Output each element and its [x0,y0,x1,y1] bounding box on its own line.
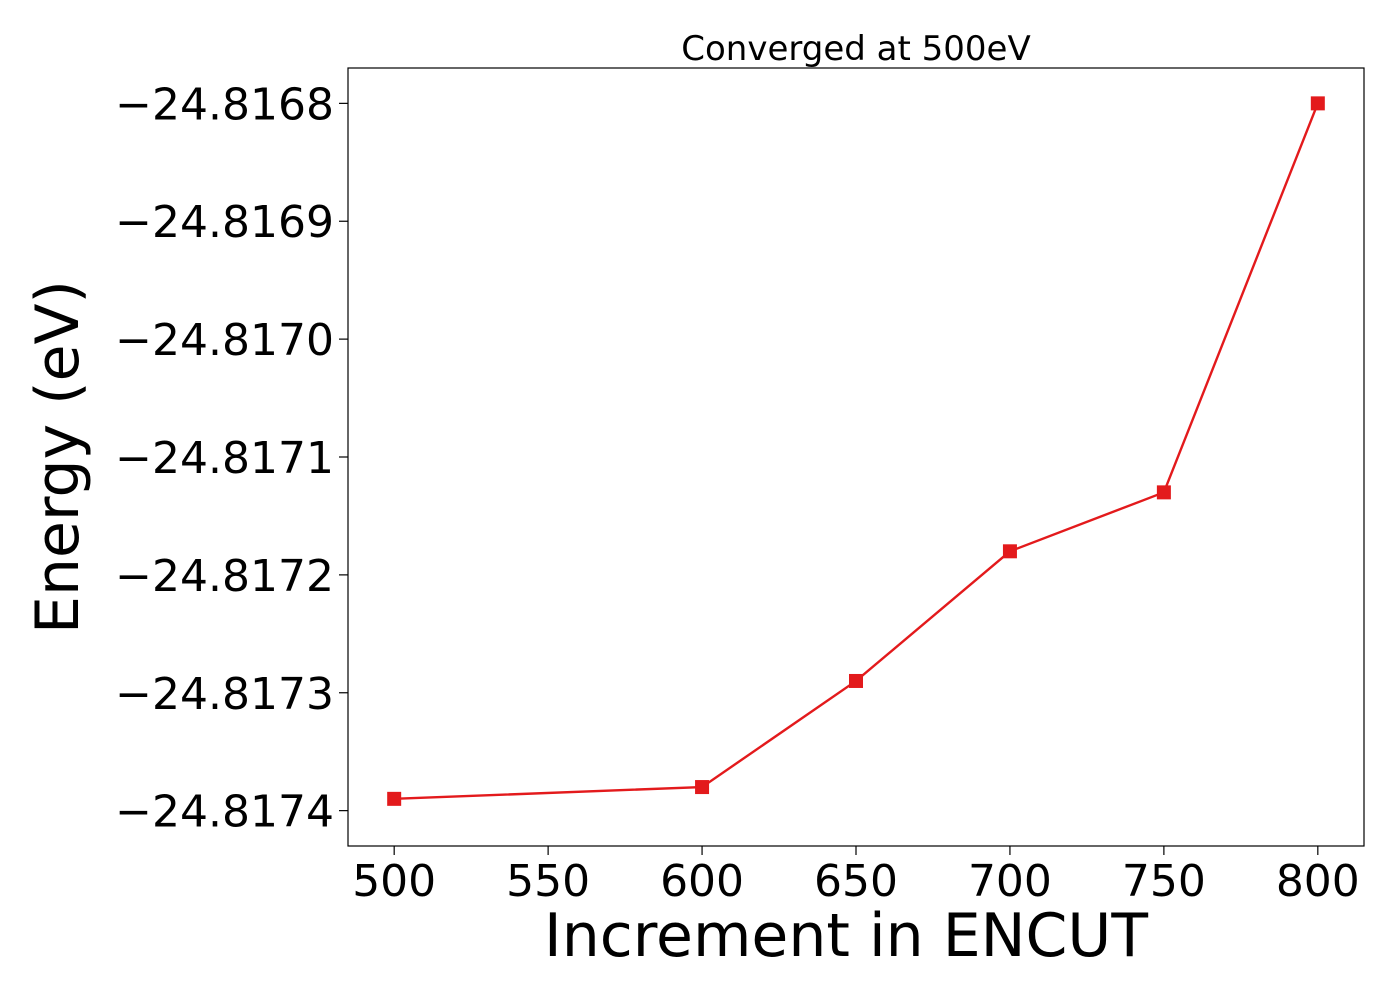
chart-title: Converged at 500eV [681,29,1030,69]
series-line [394,102,1319,801]
x-tick-label: 500 [352,856,436,907]
data-point-marker [387,791,402,806]
plot-layer [387,96,1325,806]
y-tick-label: −24.8171 [115,433,334,484]
x-tick-label: 700 [968,856,1052,907]
y-tick-label: −24.8170 [115,315,334,366]
y-tick-label: −24.8168 [115,79,334,130]
data-point-marker [1002,544,1017,559]
x-axis-label: Increment in ENCUT [544,901,1148,971]
y-tick-label: −24.8174 [115,787,334,838]
x-tick-label: 600 [660,856,744,907]
y-axis-label: Energy (eV) [23,280,93,634]
y-axis-ticks: −24.8168 −24.8169 −24.8170 −24.8171 −24.8172… [115,79,348,838]
x-tick-label: 550 [506,856,590,907]
y-tick-label: −24.8173 [115,669,334,720]
y-tick-label: −24.8169 [115,197,334,248]
y-tick-label: −24.8172 [115,551,334,602]
x-axis-ticks: 500 550 600 650 700 750 800 [352,846,1360,907]
data-point-marker [1156,485,1171,500]
data-point-marker [1310,96,1325,111]
data-point-marker [695,780,710,795]
x-tick-label: 800 [1276,856,1360,907]
plot-frame [347,67,1365,847]
x-tick-label: 650 [814,856,898,907]
data-point-marker [849,673,863,688]
x-tick-label: 750 [1122,856,1206,907]
